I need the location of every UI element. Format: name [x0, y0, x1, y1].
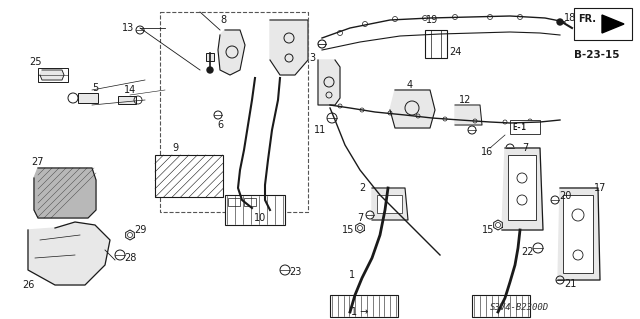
Text: 11: 11: [314, 125, 326, 135]
Polygon shape: [390, 90, 435, 128]
Text: 25: 25: [29, 57, 41, 67]
Bar: [160, 12, 308, 212]
Circle shape: [207, 67, 213, 73]
Bar: [425, 30, 447, 58]
Polygon shape: [218, 30, 245, 75]
Text: 15: 15: [482, 225, 494, 235]
Text: 24: 24: [449, 47, 461, 57]
Text: 19: 19: [426, 15, 438, 25]
Text: 15: 15: [342, 225, 354, 235]
Polygon shape: [455, 105, 482, 125]
Polygon shape: [318, 60, 340, 105]
Text: 16: 16: [481, 147, 493, 157]
Text: 10: 10: [254, 213, 266, 223]
Text: 4: 4: [407, 80, 413, 90]
Text: 7: 7: [357, 213, 363, 223]
Bar: [155, 155, 223, 197]
Bar: [118, 96, 136, 104]
Text: 7: 7: [522, 143, 528, 153]
Polygon shape: [40, 70, 64, 80]
Text: 9: 9: [172, 143, 178, 153]
Text: 20: 20: [559, 191, 571, 201]
Bar: [563, 195, 593, 273]
Bar: [244, 198, 256, 206]
Circle shape: [557, 19, 563, 25]
Text: 13: 13: [122, 23, 134, 33]
Bar: [206, 53, 214, 61]
Text: 1 →: 1 →: [351, 307, 369, 317]
Bar: [228, 198, 240, 206]
Polygon shape: [34, 168, 96, 218]
Text: S3V4-B2300D: S3V4-B2300D: [490, 303, 549, 313]
Bar: [38, 68, 68, 82]
Polygon shape: [502, 148, 543, 230]
Bar: [78, 93, 98, 103]
Bar: [225, 195, 285, 225]
Text: 12: 12: [459, 95, 471, 105]
Bar: [377, 195, 402, 213]
Text: 29: 29: [134, 225, 146, 235]
Text: E-1: E-1: [512, 122, 526, 131]
Text: 22: 22: [522, 247, 534, 257]
Polygon shape: [28, 222, 110, 285]
Text: 18: 18: [564, 13, 576, 23]
Text: 27: 27: [32, 157, 44, 167]
Text: 3: 3: [309, 53, 315, 63]
Bar: [330, 295, 398, 317]
Text: 26: 26: [22, 280, 34, 290]
Polygon shape: [558, 188, 600, 280]
Text: 14: 14: [124, 85, 136, 95]
Polygon shape: [372, 188, 408, 220]
Bar: [508, 155, 536, 220]
Text: 2: 2: [359, 183, 365, 193]
Text: 5: 5: [92, 83, 98, 93]
Polygon shape: [602, 15, 624, 33]
Text: 1: 1: [349, 270, 355, 280]
Text: 21: 21: [564, 279, 576, 289]
Text: 6: 6: [217, 120, 223, 130]
Polygon shape: [270, 20, 308, 75]
Text: 17: 17: [594, 183, 606, 193]
Text: 28: 28: [124, 253, 136, 263]
Text: FR.: FR.: [578, 14, 596, 24]
Bar: [510, 120, 540, 134]
Bar: [574, 8, 632, 40]
Text: B-23-15: B-23-15: [574, 50, 620, 60]
Bar: [472, 295, 530, 317]
Text: 8: 8: [220, 15, 226, 25]
Text: 23: 23: [289, 267, 301, 277]
